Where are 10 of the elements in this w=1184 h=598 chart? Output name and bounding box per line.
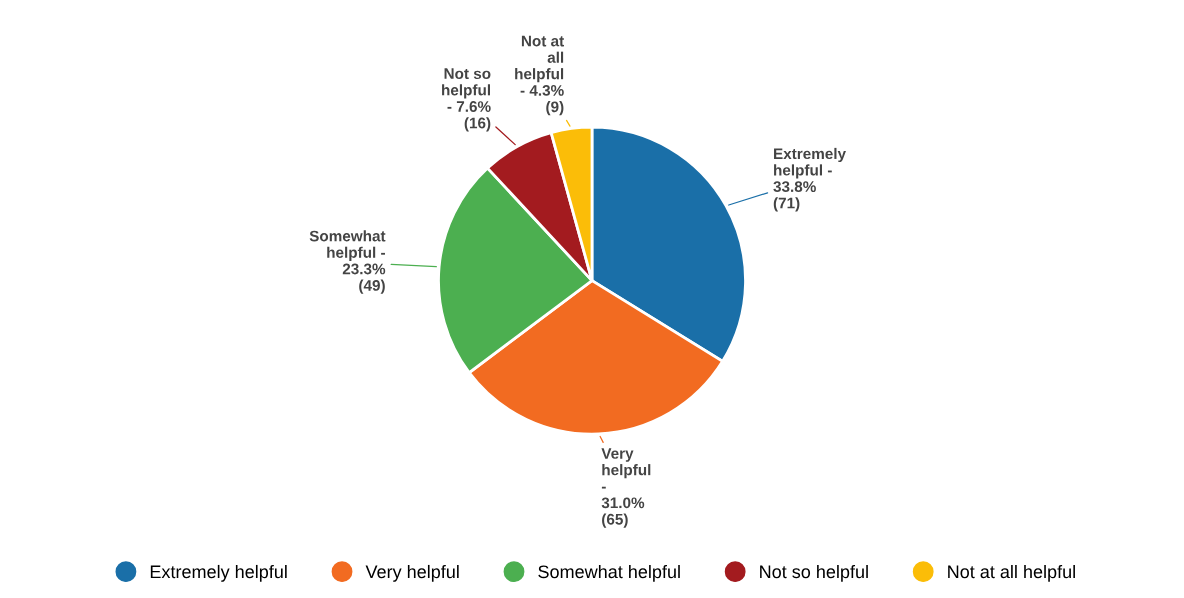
legend-label: Extremely helpful — [150, 564, 287, 582]
data-label: Not at all helpful - 4.3% (9) — [515, 35, 564, 116]
legend-label: Not so helpful — [760, 564, 868, 582]
data-label: Extremely helpful - 33.8% (71) — [773, 147, 846, 212]
data-label: Somewhat helpful - 23.3% (49) — [309, 230, 386, 294]
legend-label: Not at all helpful — [948, 564, 1075, 582]
data-label: Very helpful - 31.0% (65) — [601, 448, 651, 528]
data-label: Not so helpful - 7.6% (16) — [442, 68, 491, 132]
legend-label: Very helpful — [365, 564, 459, 582]
legend-label: Somewhat helpful — [538, 564, 680, 582]
